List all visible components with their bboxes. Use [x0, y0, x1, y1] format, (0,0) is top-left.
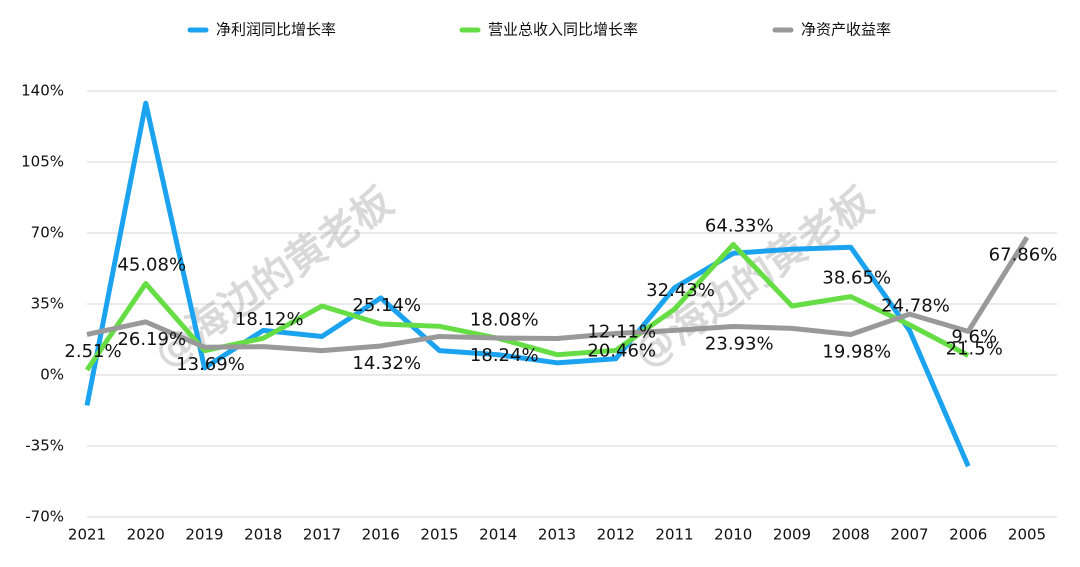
- data-label: 20.46%: [587, 340, 656, 361]
- x-tick-label: 2017: [303, 526, 341, 544]
- x-tick-label: 2007: [890, 526, 928, 544]
- x-tick-label: 2010: [714, 526, 752, 544]
- x-tick-label: 2012: [597, 526, 635, 544]
- data-label: 2.51%: [64, 341, 121, 362]
- x-tick-label: 2008: [832, 526, 870, 544]
- y-tick-label: 105%: [21, 153, 64, 171]
- data-label: 64.33%: [705, 216, 774, 237]
- x-tick-label: 2011: [655, 526, 693, 544]
- y-tick-label: 0%: [40, 366, 64, 384]
- data-label: 19.98%: [822, 341, 891, 362]
- x-tick-label: 2021: [68, 526, 106, 544]
- data-label: 18.12%: [235, 309, 304, 330]
- x-tick-label: 2006: [949, 526, 987, 544]
- x-tick-label: 2019: [185, 526, 223, 544]
- data-label: 18.24%: [470, 345, 539, 366]
- legend-label: 净利润同比增长率: [216, 21, 336, 39]
- data-label: 67.86%: [989, 244, 1058, 265]
- data-label: 24.78%: [881, 296, 950, 317]
- y-tick-label: -35%: [25, 437, 64, 455]
- x-tick-label: 2013: [538, 526, 576, 544]
- data-label: 23.93%: [705, 333, 774, 354]
- data-label: 26.19%: [117, 329, 186, 350]
- y-tick-label: 70%: [31, 224, 64, 242]
- y-tick-label: -70%: [25, 508, 64, 526]
- data-label: 9.6%: [951, 327, 997, 348]
- x-tick-label: 2005: [1008, 526, 1046, 544]
- x-tick-label: 2020: [127, 526, 165, 544]
- x-tick-label: 2016: [362, 526, 400, 544]
- data-label: 13.69%: [176, 354, 245, 375]
- legend-label: 营业总收入同比增长率: [488, 21, 638, 39]
- legend-label: 净资产收益率: [801, 21, 891, 39]
- x-tick-label: 2009: [773, 526, 811, 544]
- data-label: 45.08%: [117, 255, 186, 276]
- data-label: 21.5%: [946, 338, 1003, 359]
- data-label: 32.43%: [646, 280, 715, 301]
- x-tick-label: 2018: [244, 526, 282, 544]
- series-line: [86, 236, 1030, 354]
- y-tick-label: 35%: [31, 295, 64, 313]
- data-label: 18.08%: [470, 309, 539, 330]
- x-tick-label: 2014: [479, 526, 517, 544]
- data-label: 25.14%: [352, 295, 421, 316]
- x-tick-label: 2015: [420, 526, 458, 544]
- y-tick-label: 140%: [21, 82, 64, 100]
- data-label: 12.11%: [587, 321, 656, 342]
- data-label: 14.32%: [352, 353, 421, 374]
- data-label: 38.65%: [822, 268, 891, 289]
